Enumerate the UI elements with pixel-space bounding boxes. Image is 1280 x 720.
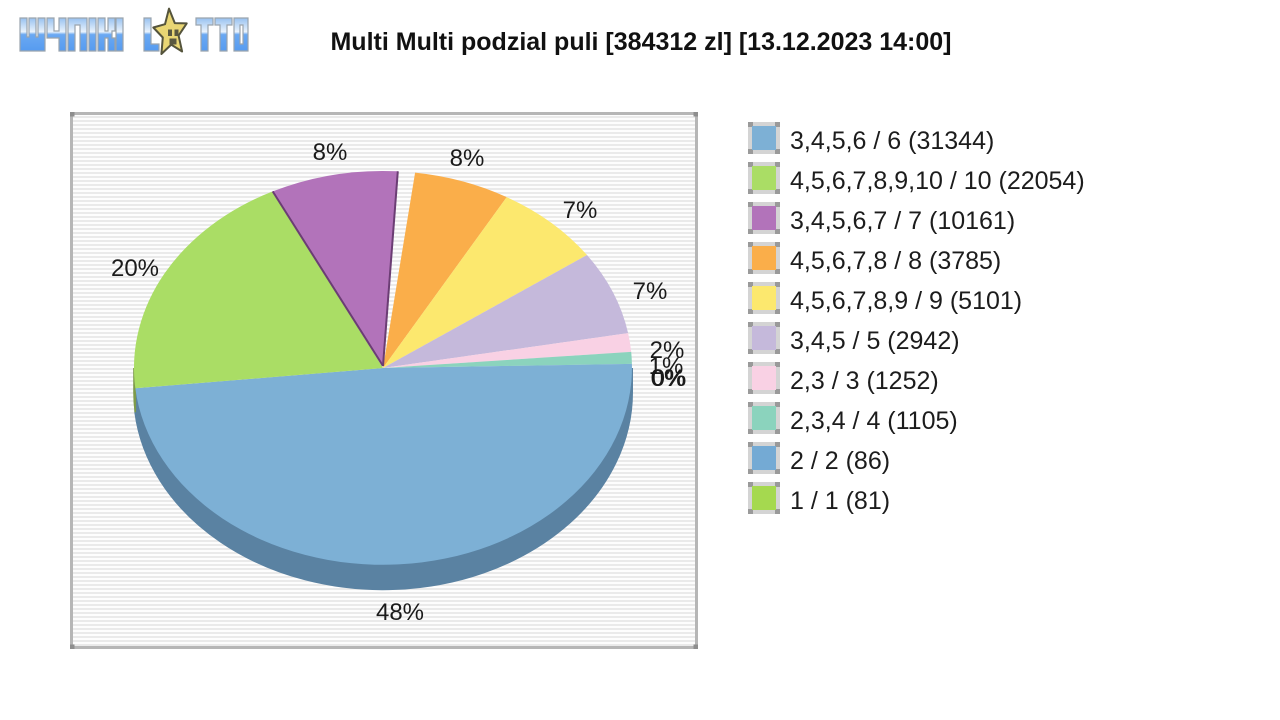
svg-text:0%: 0%	[651, 365, 686, 392]
svg-text:0%: 0%	[652, 365, 687, 392]
svg-text:2%: 2%	[650, 337, 685, 364]
svg-text:20%: 20%	[111, 255, 159, 282]
svg-text:8%: 8%	[450, 145, 485, 172]
svg-text:1 / 1 (81): 1 / 1 (81)	[790, 487, 890, 515]
svg-text:48%: 48%	[376, 599, 424, 626]
svg-text:3,4,5,6,7 / 7 (10161): 3,4,5,6,7 / 7 (10161)	[790, 207, 1015, 235]
svg-text:8%: 8%	[313, 139, 348, 166]
svg-text:4,5,6,7,8,9,10 / 10 (22054): 4,5,6,7,8,9,10 / 10 (22054)	[790, 167, 1085, 195]
svg-text:7%: 7%	[563, 197, 598, 224]
svg-text:2,3,4 / 4 (1105): 2,3,4 / 4 (1105)	[790, 407, 958, 435]
svg-text:3,4,5 / 5 (2942): 3,4,5 / 5 (2942)	[790, 327, 960, 355]
svg-text:1%: 1%	[649, 353, 684, 380]
svg-text:2,3 / 3 (1252): 2,3 / 3 (1252)	[790, 367, 939, 395]
svg-text:7%: 7%	[633, 278, 668, 305]
svg-text:Multi Multi podzial puli [3843: Multi Multi podzial puli [384312 zl] [13…	[330, 28, 951, 56]
svg-text:4,5,6,7,8 / 8 (3785): 4,5,6,7,8 / 8 (3785)	[790, 247, 1001, 275]
svg-text:2 / 2 (86): 2 / 2 (86)	[790, 447, 890, 475]
svg-text:4,5,6,7,8,9 / 9 (5101): 4,5,6,7,8,9 / 9 (5101)	[790, 287, 1022, 315]
svg-text:3,4,5,6 / 6 (31344): 3,4,5,6 / 6 (31344)	[790, 127, 994, 155]
